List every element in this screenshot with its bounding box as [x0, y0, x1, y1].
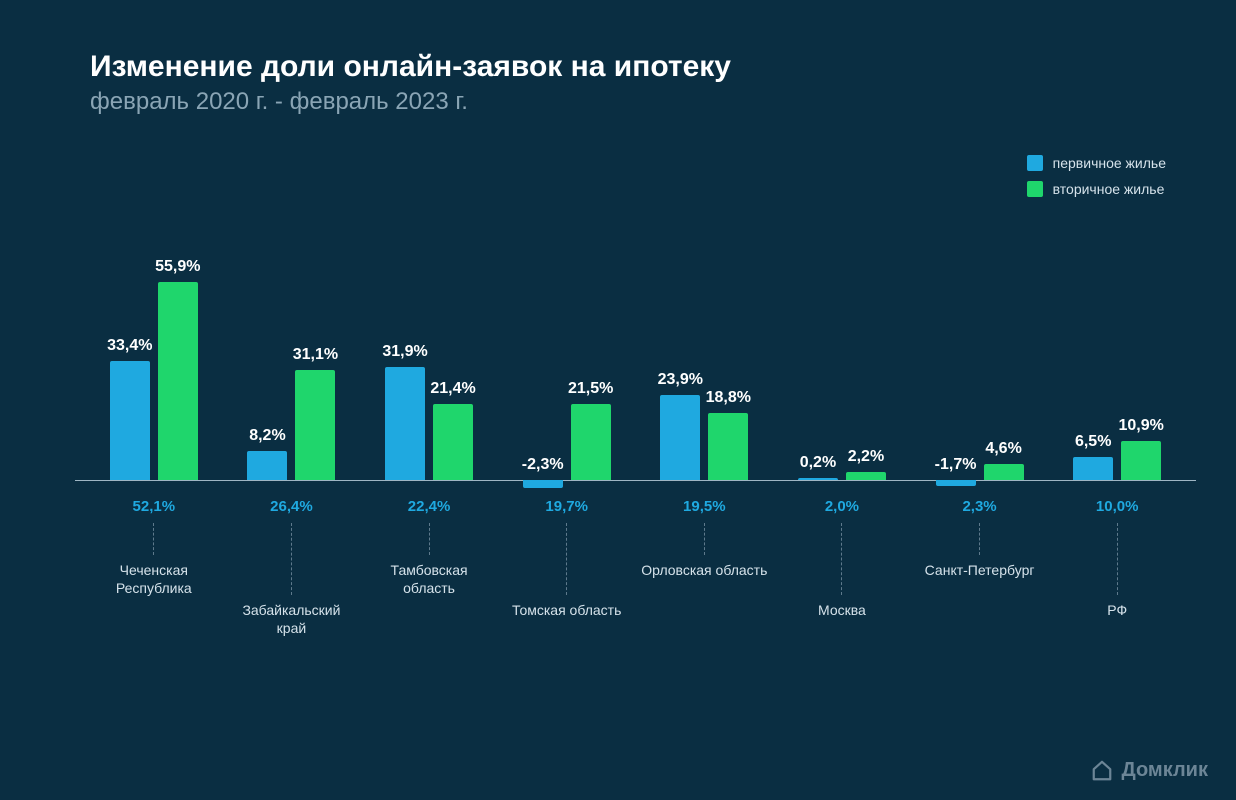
- chart-group: 8,2%31,1%26,4%Забайкальский край: [223, 260, 361, 520]
- bar-primary: 31,9%: [385, 367, 425, 480]
- group-sum-value: 10,0%: [1048, 498, 1186, 515]
- chart-groups: 33,4%55,9%52,1%Чеченская Республика8,2%3…: [85, 260, 1186, 520]
- chart-subtitle: февраль 2020 г. - февраль 2023 г.: [90, 88, 1236, 116]
- chart-group: -1,7%4,6%2,3%Санкт-Петербург: [911, 260, 1049, 520]
- group-region-label: Тамбовская область: [360, 561, 498, 597]
- group-below: 2,0% Москва: [773, 480, 911, 619]
- brand-name: Домклик: [1121, 759, 1208, 782]
- group-region-label: Орловская область: [636, 561, 774, 579]
- chart-group: 23,9%18,8%19,5%Орловская область: [636, 260, 774, 520]
- bar-secondary: 10,9%: [1121, 441, 1161, 480]
- group-below: 52,1% Чеченская Республика: [85, 480, 223, 597]
- group-sum-value: 19,5%: [636, 498, 774, 515]
- bar-value-primary: -2,3%: [522, 456, 564, 474]
- bar-value-primary: 23,9%: [658, 371, 703, 389]
- bar-value-secondary: 21,5%: [568, 380, 613, 398]
- legend-swatch-primary: [1027, 155, 1043, 171]
- group-below: 26,4% Забайкальский край: [223, 480, 361, 637]
- group-region-label: РФ: [1048, 601, 1186, 619]
- group-sum-value: 52,1%: [85, 498, 223, 515]
- bar-secondary: 21,5%: [571, 404, 611, 480]
- bar-secondary: 21,4%: [433, 404, 473, 480]
- group-region-label: Чеченская Республика: [85, 561, 223, 597]
- bar-value-secondary: 21,4%: [430, 380, 475, 398]
- chart-legend: первичное жилье вторичное жилье: [1027, 155, 1166, 207]
- legend-swatch-secondary: [1027, 181, 1043, 197]
- group-dash: [566, 523, 567, 595]
- group-dash: [841, 523, 842, 595]
- bar-value-secondary: 18,8%: [706, 389, 751, 407]
- legend-label-primary: первичное жилье: [1053, 155, 1166, 171]
- group-dash: [291, 523, 292, 595]
- legend-item-secondary: вторичное жилье: [1027, 181, 1166, 197]
- chart-group: 0,2%2,2%2,0%Москва: [773, 260, 911, 520]
- bar-value-primary: 8,2%: [249, 427, 285, 445]
- group-sum-value: 2,0%: [773, 498, 911, 515]
- bar-secondary: 31,1%: [295, 370, 335, 480]
- bar-value-secondary: 2,2%: [848, 448, 884, 466]
- bar-primary: 33,4%: [110, 361, 150, 480]
- group-sum-value: 19,7%: [498, 498, 636, 515]
- group-sum-value: 2,3%: [911, 498, 1049, 515]
- chart-group: 31,9%21,4%22,4%Тамбовская область: [360, 260, 498, 520]
- bar-secondary: 55,9%: [158, 282, 198, 480]
- bar-value-primary: 0,2%: [800, 454, 836, 472]
- group-region-label: Санкт-Петербург: [911, 561, 1049, 579]
- chart-group: -2,3%21,5%19,7%Томская область: [498, 260, 636, 520]
- chart-group: 33,4%55,9%52,1%Чеченская Республика: [85, 260, 223, 520]
- bar-value-secondary: 55,9%: [155, 258, 200, 276]
- bar-primary: 23,9%: [660, 395, 700, 480]
- group-dash: [1117, 523, 1118, 595]
- bar-value-secondary: 31,1%: [293, 346, 338, 364]
- bar-value-secondary: 4,6%: [985, 440, 1021, 458]
- legend-item-primary: первичное жилье: [1027, 155, 1166, 171]
- group-region-label: Забайкальский край: [223, 601, 361, 637]
- group-dash: [153, 523, 154, 555]
- bar-value-primary: 33,4%: [107, 337, 152, 355]
- chart-title: Изменение доли онлайн-заявок на ипотеку: [90, 48, 1236, 86]
- group-below: 22,4% Тамбовская область: [360, 480, 498, 597]
- bar-primary: 6,5%: [1073, 457, 1113, 480]
- group-below: 2,3% Санкт-Петербург: [911, 480, 1049, 579]
- group-below: 19,7% Томская область: [498, 480, 636, 619]
- group-sum-value: 22,4%: [360, 498, 498, 515]
- bar-value-primary: 31,9%: [382, 343, 427, 361]
- bar-secondary: 18,8%: [708, 413, 748, 480]
- group-below: 19,5% Орловская область: [636, 480, 774, 579]
- group-below: 10,0% РФ: [1048, 480, 1186, 619]
- brand-logo: Домклик: [1091, 759, 1208, 782]
- group-sum-value: 26,4%: [223, 498, 361, 515]
- house-icon: [1091, 760, 1113, 782]
- chart-group: 6,5%10,9%10,0%РФ: [1048, 260, 1186, 520]
- bar-value-secondary: 10,9%: [1119, 417, 1164, 435]
- bar-secondary: 2,2%: [846, 472, 886, 480]
- bar-secondary: 4,6%: [984, 464, 1024, 480]
- bar-chart: 33,4%55,9%52,1%Чеченская Республика8,2%3…: [75, 260, 1196, 520]
- group-region-label: Москва: [773, 601, 911, 619]
- chart-header: Изменение доли онлайн-заявок на ипотеку …: [0, 0, 1236, 116]
- bar-value-primary: 6,5%: [1075, 433, 1111, 451]
- group-dash: [979, 523, 980, 555]
- group-dash: [429, 523, 430, 555]
- group-region-label: Томская область: [498, 601, 636, 619]
- legend-label-secondary: вторичное жилье: [1053, 181, 1165, 197]
- group-dash: [704, 523, 705, 555]
- bar-primary: 8,2%: [247, 451, 287, 480]
- bar-value-primary: -1,7%: [935, 456, 977, 474]
